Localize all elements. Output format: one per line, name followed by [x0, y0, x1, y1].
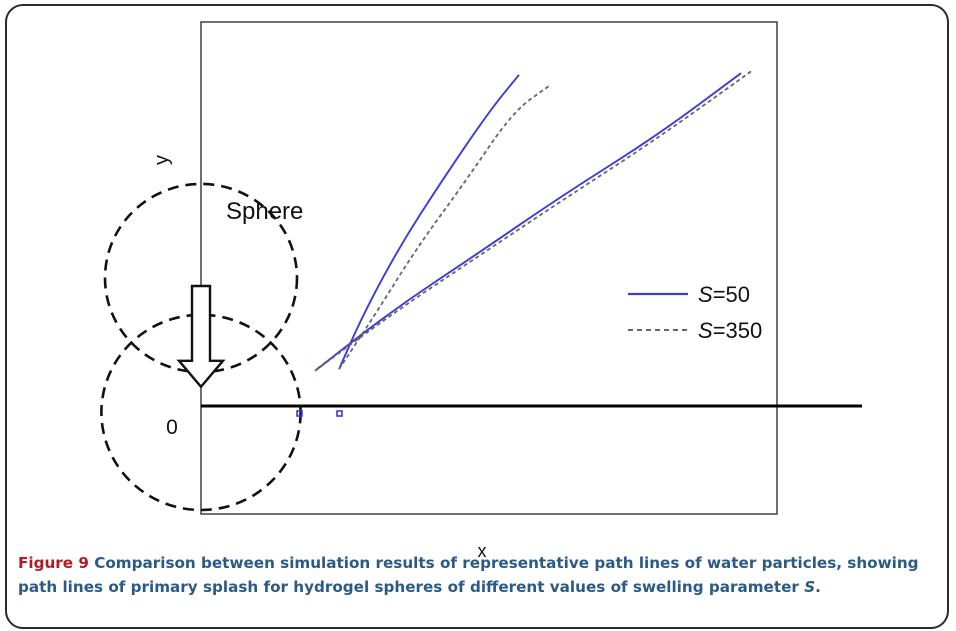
chart-plot: y x 0 Sphere S=50 S=350 [100, 21, 862, 560]
plot-area [200, 21, 778, 515]
series-s50-path-2 [314, 72, 742, 372]
series-s350-path-1 [338, 85, 550, 370]
caption-end: . [815, 578, 821, 596]
particle-start-marker-1 [336, 410, 343, 417]
legend-label-s50: S=50 [698, 282, 750, 307]
sphere-annotation: Sphere [226, 198, 303, 225]
series-group [296, 69, 754, 417]
x-axis-label: x [478, 541, 487, 560]
legend: S=50 S=350 [628, 282, 762, 343]
particle-start-marker-2 [296, 410, 303, 417]
legend-label-s350: S=350 [698, 318, 762, 343]
caption-variable: S [804, 578, 816, 596]
figure-caption: Figure 9 Comparison between simulation r… [18, 551, 938, 599]
caption-text: Comparison between simulation results of… [18, 554, 919, 596]
caption-lead: Figure 9 [18, 554, 89, 572]
origin-label: 0 [166, 416, 178, 439]
downward-arrow-icon [176, 284, 226, 389]
figure-frame [5, 4, 949, 629]
y-axis-label: y [151, 155, 173, 165]
sphere-outline-2 [100, 313, 302, 512]
series-s350-path-2 [314, 69, 754, 372]
arrow-group [176, 284, 226, 389]
series-s50-path-1 [338, 74, 520, 370]
